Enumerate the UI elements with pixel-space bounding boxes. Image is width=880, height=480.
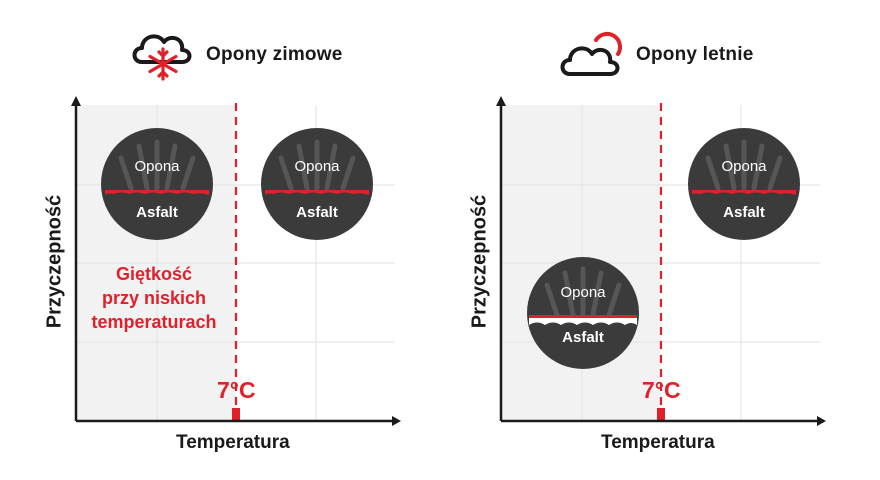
snow-cloud-icon [130, 28, 196, 82]
tire-diagram: Opona Asfalt [527, 257, 639, 369]
summer-title: Opony letnie [636, 44, 754, 65]
x-axis-arrow [817, 416, 826, 426]
axes [74, 104, 394, 423]
y-axis-label: Przyczepność [43, 194, 66, 329]
tire-label: Opona [294, 158, 340, 175]
flexibility-annotation: Giętkość przy niskich temperaturach [91, 264, 217, 332]
threshold-label: 7°C [217, 377, 256, 403]
y-axis-arrow [71, 96, 81, 106]
summer-header: Opony letnie [560, 28, 753, 82]
threshold-label: 7°C [642, 377, 681, 403]
x-axis-label: Temperatura [176, 432, 290, 453]
winter-panel: Opony zimowe Przyczepność Temperatura 7°… [43, 28, 401, 453]
y-axis-label: Przyczepność [468, 194, 491, 329]
winter-header: Opony zimowe [130, 28, 342, 82]
tire-label: Opona [721, 158, 767, 175]
y-axis-arrow [496, 96, 506, 106]
tire-diagram: Opona Asfalt [101, 128, 213, 240]
x-axis-label: Temperatura [601, 432, 715, 453]
summer-panel: Opony letnie Przyczepność Temperatura 7°… [425, 0, 865, 480]
tire-diagram: Opona Asfalt [688, 128, 800, 240]
road-label: Asfalt [296, 204, 338, 221]
x-axis-arrow [392, 416, 401, 426]
road-label: Asfalt [136, 204, 178, 221]
tire-label: Opona [560, 284, 606, 301]
threshold-tick [232, 408, 240, 421]
road-label: Asfalt [562, 329, 604, 346]
sun-cloud-icon [560, 28, 626, 82]
threshold-tick [657, 408, 665, 421]
winter-title: Opony zimowe [206, 44, 343, 65]
road-label: Asfalt [723, 204, 765, 221]
tire-diagram: Opona Asfalt [261, 128, 373, 240]
axes [499, 104, 819, 423]
tire-label: Opona [134, 158, 180, 175]
